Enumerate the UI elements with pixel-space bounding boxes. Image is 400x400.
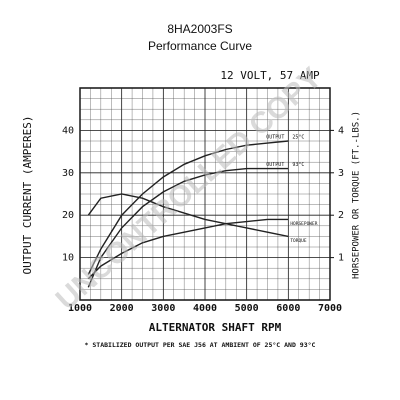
x-tick-label: 3000 (151, 303, 175, 314)
x-tick-label: 1000 (68, 303, 92, 314)
series-name: HORSEPOWER (290, 221, 317, 227)
y2-axis-label: HORSEPOWER OR TORQUE (FT.-LBS.) (352, 111, 362, 279)
y2-tick-label: 2 (338, 210, 344, 221)
series-name: 25°C (292, 135, 304, 141)
series-line (87, 218, 289, 280)
x-axis-label: ALTERNATOR SHAFT RPM (149, 321, 282, 334)
series-name: 93°C (292, 162, 304, 168)
x-tick-label: 7000 (318, 303, 342, 314)
y2-tick-label: 3 (338, 168, 344, 179)
y-tick-label: 40 (62, 125, 74, 136)
x-tick-label: 6000 (276, 303, 300, 314)
series-line (87, 140, 289, 275)
y-tick-label: 10 (62, 253, 74, 264)
y-tick-label: 30 (62, 168, 74, 179)
series-name: TORQUE (290, 238, 307, 244)
y2-tick-label: 1 (338, 253, 344, 264)
y-tick-label: 20 (62, 210, 74, 221)
watermark: UNCONTROLLED COPY (50, 61, 328, 316)
y2-tick-label: 4 (338, 125, 344, 136)
chart-title: 8HA2003FS (167, 22, 232, 36)
x-tick-label: 5000 (235, 303, 259, 314)
series-line (87, 167, 289, 288)
series-label: OUTPUT (266, 162, 284, 168)
rating: 12 VOLT, 57 AMP (220, 69, 320, 82)
footnote: * STABILIZED OUTPUT PER SAE J56 AT AMBIE… (85, 341, 316, 349)
chart-subtitle: Performance Curve (148, 39, 252, 53)
x-tick-label: 4000 (193, 303, 217, 314)
x-tick-label: 2000 (110, 303, 134, 314)
series-line (87, 193, 289, 238)
series-label: OUTPUT (266, 135, 284, 141)
y-axis-label: OUTPUT CURRENT (AMPERES) (21, 116, 34, 275)
